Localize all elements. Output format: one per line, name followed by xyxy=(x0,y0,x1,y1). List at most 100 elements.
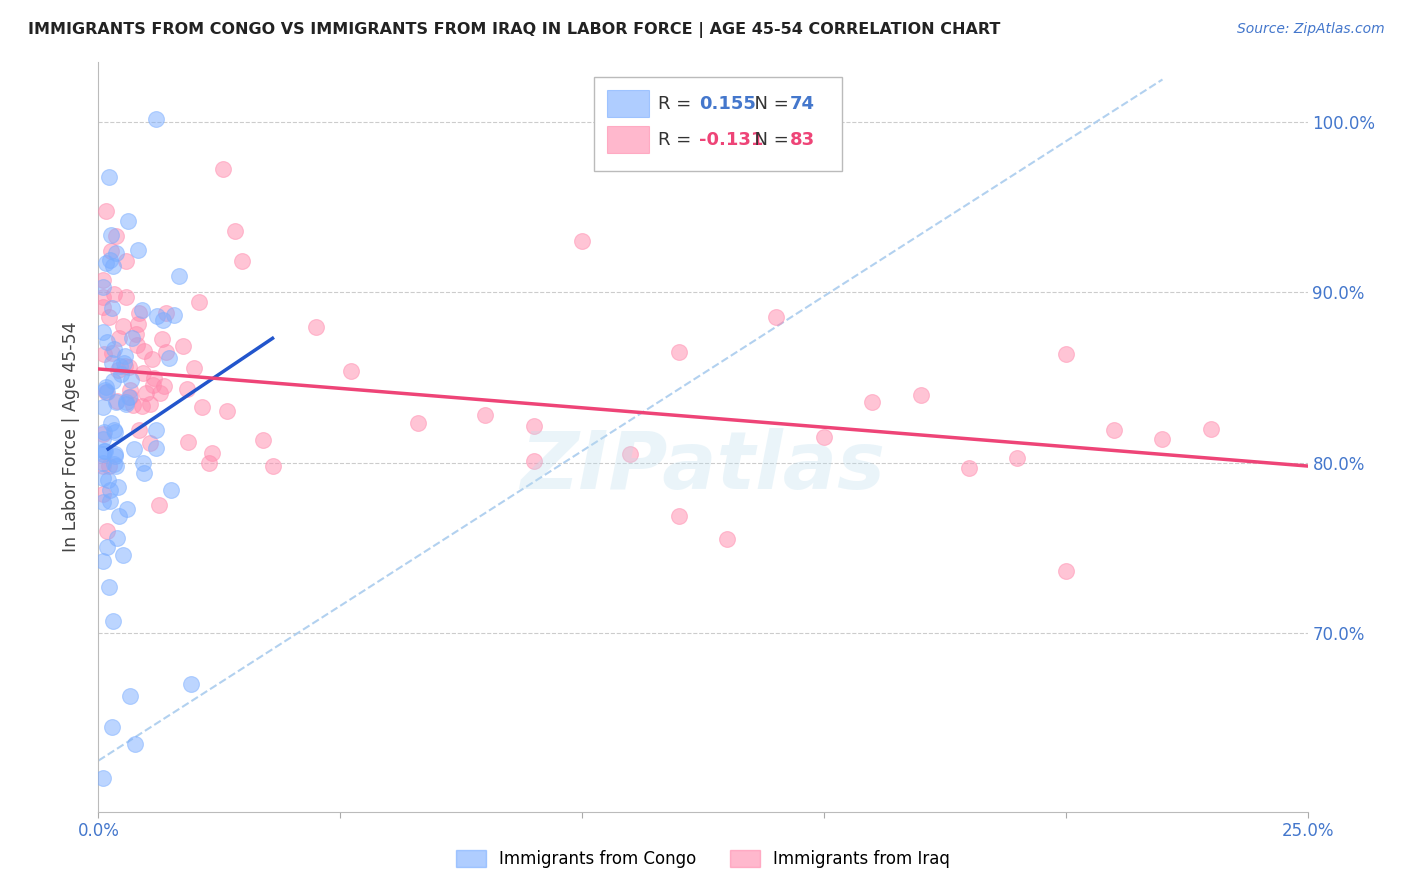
Point xyxy=(91,432,114,446)
Point xyxy=(138,397,160,411)
Point xyxy=(105,531,128,545)
Point xyxy=(153,378,176,392)
Point xyxy=(141,351,163,366)
Point xyxy=(115,397,138,411)
Point xyxy=(115,290,138,304)
Point xyxy=(93,444,115,458)
Point xyxy=(104,228,127,243)
Point xyxy=(668,344,690,359)
Point xyxy=(132,466,155,480)
Point xyxy=(1199,421,1222,435)
Point xyxy=(105,395,128,409)
Point xyxy=(101,355,124,369)
Point xyxy=(1054,564,1077,578)
Text: -0.131: -0.131 xyxy=(699,131,763,149)
Point xyxy=(152,332,174,346)
Point xyxy=(94,385,117,400)
Point xyxy=(108,509,131,524)
Point xyxy=(474,408,496,422)
Point xyxy=(100,228,122,243)
Point xyxy=(97,458,120,473)
Point xyxy=(100,301,122,316)
Point xyxy=(132,344,155,359)
Point xyxy=(118,689,141,703)
Point xyxy=(101,720,124,734)
Point xyxy=(104,447,127,461)
Point xyxy=(127,317,149,331)
Point xyxy=(104,425,127,439)
Point xyxy=(145,309,167,323)
Point xyxy=(91,495,114,509)
Point xyxy=(105,458,128,473)
Point xyxy=(91,300,114,314)
Point xyxy=(224,224,246,238)
FancyBboxPatch shape xyxy=(595,78,842,171)
Y-axis label: In Labor Force | Age 45-54: In Labor Force | Age 45-54 xyxy=(62,322,80,552)
Point xyxy=(97,310,120,325)
Point xyxy=(157,351,180,365)
Point xyxy=(152,313,174,327)
Point xyxy=(108,331,131,345)
Point xyxy=(91,401,114,415)
Point xyxy=(105,393,128,408)
FancyBboxPatch shape xyxy=(607,90,648,117)
Point xyxy=(215,404,238,418)
Point xyxy=(114,254,136,268)
Point xyxy=(94,204,117,219)
Legend: Immigrants from Congo, Immigrants from Iraq: Immigrants from Congo, Immigrants from I… xyxy=(450,843,956,875)
Point xyxy=(619,447,641,461)
Point xyxy=(120,390,142,404)
Point xyxy=(183,360,205,375)
Point xyxy=(523,454,546,468)
Point xyxy=(160,483,183,497)
Point xyxy=(120,373,142,387)
Point xyxy=(91,456,114,470)
Point xyxy=(98,252,121,267)
Point xyxy=(145,112,167,126)
Point xyxy=(91,273,114,287)
Text: IMMIGRANTS FROM CONGO VS IMMIGRANTS FROM IRAQ IN LABOR FORCE | AGE 45-54 CORRELA: IMMIGRANTS FROM CONGO VS IMMIGRANTS FROM… xyxy=(28,22,1001,38)
Point xyxy=(112,319,135,334)
Text: 83: 83 xyxy=(790,131,815,149)
Point xyxy=(127,243,149,257)
Point xyxy=(96,524,118,538)
Point xyxy=(94,256,117,270)
Point xyxy=(910,388,932,402)
Point xyxy=(155,344,177,359)
Text: Source: ZipAtlas.com: Source: ZipAtlas.com xyxy=(1237,22,1385,37)
Point xyxy=(91,280,114,294)
Point xyxy=(91,447,114,461)
Point xyxy=(96,334,118,349)
Point xyxy=(121,331,143,345)
Point xyxy=(97,580,120,594)
Point xyxy=(128,306,150,320)
Point xyxy=(103,260,125,274)
Point xyxy=(406,416,429,430)
Point xyxy=(523,419,546,434)
Point xyxy=(91,426,114,441)
Point xyxy=(118,359,141,374)
Point xyxy=(1007,451,1029,466)
Point xyxy=(131,302,153,317)
FancyBboxPatch shape xyxy=(607,126,648,153)
Point xyxy=(813,430,835,444)
Point xyxy=(128,423,150,437)
Point xyxy=(114,349,136,363)
Point xyxy=(191,400,214,414)
Point xyxy=(103,423,125,437)
Point xyxy=(110,367,132,381)
Point xyxy=(716,532,738,546)
Point xyxy=(96,473,118,487)
Point xyxy=(125,327,148,342)
Point xyxy=(132,456,155,470)
Point xyxy=(117,214,139,228)
Point xyxy=(201,446,224,460)
Point xyxy=(94,383,117,397)
Point xyxy=(98,169,121,184)
Point xyxy=(132,366,155,380)
Point xyxy=(98,494,121,508)
Point xyxy=(172,339,194,353)
Point xyxy=(100,346,122,360)
Point xyxy=(91,458,114,473)
Text: 0.155: 0.155 xyxy=(699,95,756,113)
